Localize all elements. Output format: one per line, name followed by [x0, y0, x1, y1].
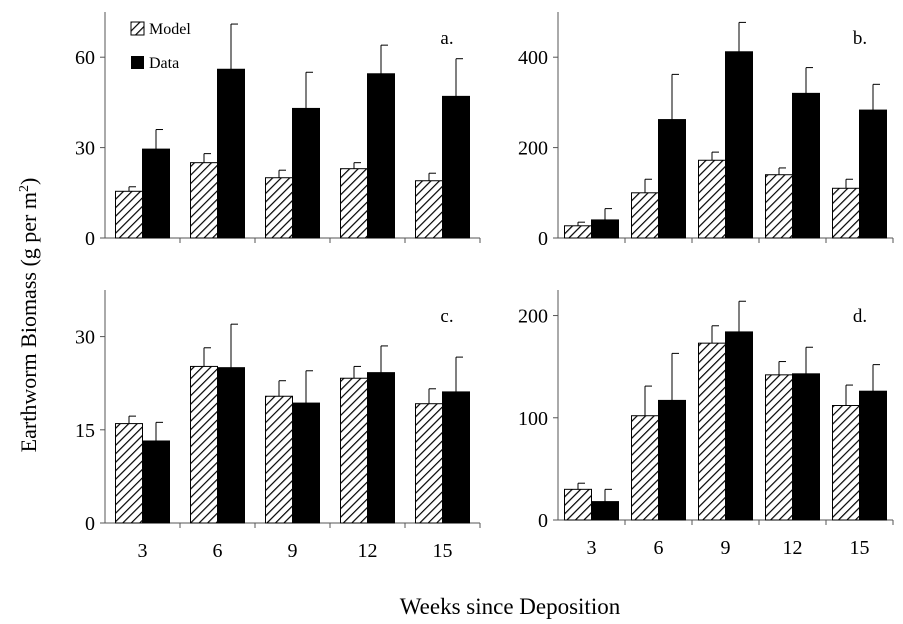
y-tick-label: 30 — [75, 138, 95, 160]
data-bar-3 — [142, 440, 170, 524]
x-tick-label: 15 — [850, 537, 870, 559]
model-bar-15 — [415, 403, 443, 524]
data-bar-12 — [792, 92, 820, 239]
data-bar-6 — [217, 367, 245, 524]
model-bar-15 — [415, 180, 443, 239]
data-bar-15 — [859, 109, 887, 239]
data-bar-15 — [442, 95, 470, 239]
model-bar-3 — [564, 225, 592, 239]
y-axis-label: Earthworm Biomass (g per m2) — [16, 178, 41, 453]
data-bar-6 — [658, 119, 686, 239]
x-tick-label: 12 — [358, 540, 378, 562]
y-tick-label: 200 — [518, 306, 548, 328]
model-bar-12 — [765, 374, 793, 521]
x-tick-label: 3 — [138, 540, 148, 562]
y-tick-label: 15 — [75, 420, 95, 442]
panel-label: d. — [853, 306, 867, 327]
legend: Model Data — [130, 21, 191, 72]
data-bar-9 — [725, 331, 753, 521]
model-bar-9 — [698, 342, 726, 521]
model-bar-6 — [190, 365, 218, 524]
panels: 0 30 60 a. 0 200 400 b. 0 15 30 3 6 9 12 15 c. 0 100 200 3 6 9… — [75, 12, 894, 562]
data-bar-12 — [367, 372, 395, 524]
model-bar-3 — [564, 488, 592, 521]
x-axis-label: Weeks since Deposition — [400, 594, 621, 619]
legend-data-swatch — [131, 56, 144, 69]
y-tick-label: 0 — [538, 510, 548, 532]
model-bar-12 — [340, 377, 368, 524]
y-axis-label-superscript: 2 — [17, 185, 32, 192]
legend-model-label: Model — [149, 21, 191, 38]
x-tick-label: 6 — [213, 540, 223, 562]
y-tick-label: 0 — [85, 228, 95, 250]
legend-model-swatch — [130, 21, 145, 36]
model-bar-15 — [832, 187, 860, 239]
data-bar-9 — [292, 402, 320, 524]
legend-data-label: Data — [149, 55, 179, 72]
model-bar-6 — [631, 415, 659, 521]
y-tick-label: 200 — [518, 138, 548, 160]
panel-2: 0 15 30 3 6 9 12 15 c. — [75, 290, 481, 562]
y-tick-label: 0 — [538, 228, 548, 250]
data-bar-12 — [792, 373, 820, 521]
data-bar-15 — [859, 390, 887, 521]
y-tick-label: 400 — [518, 47, 548, 69]
data-bar-6 — [658, 399, 686, 521]
x-tick-label: 6 — [654, 537, 664, 559]
data-bar-9 — [725, 51, 753, 239]
y-tick-label: 0 — [85, 513, 95, 535]
model-bar-12 — [765, 174, 793, 239]
data-bar-6 — [217, 68, 245, 239]
panel-1: 0 200 400 b. — [518, 12, 894, 250]
panel-label: b. — [853, 28, 867, 49]
x-tick-label: 9 — [288, 540, 298, 562]
y-tick-label: 60 — [75, 47, 95, 69]
y-tick-label: 100 — [518, 408, 548, 430]
model-bar-6 — [190, 162, 218, 239]
y-tick-label: 30 — [75, 327, 95, 349]
data-bar-9 — [292, 107, 320, 239]
model-bar-3 — [115, 190, 143, 239]
x-tick-label: 9 — [721, 537, 731, 559]
x-tick-label: 12 — [783, 537, 803, 559]
data-bar-15 — [442, 391, 470, 524]
data-bar-3 — [142, 148, 170, 239]
x-tick-label: 3 — [587, 537, 597, 559]
data-bar-3 — [591, 501, 619, 521]
model-bar-3 — [115, 423, 143, 524]
data-bar-3 — [591, 219, 619, 239]
model-bar-9 — [265, 177, 293, 239]
x-tick-label: 15 — [433, 540, 453, 562]
panel-3: 0 100 200 3 6 9 12 15 d. — [518, 290, 894, 559]
model-bar-9 — [265, 395, 293, 524]
model-bar-15 — [832, 405, 860, 521]
panel-label: c. — [440, 306, 453, 327]
model-bar-12 — [340, 168, 368, 239]
model-bar-9 — [698, 159, 726, 239]
model-bar-6 — [631, 192, 659, 239]
panel-label: a. — [440, 28, 453, 49]
panel-0: 0 30 60 a. — [75, 12, 481, 250]
data-bar-12 — [367, 73, 395, 239]
